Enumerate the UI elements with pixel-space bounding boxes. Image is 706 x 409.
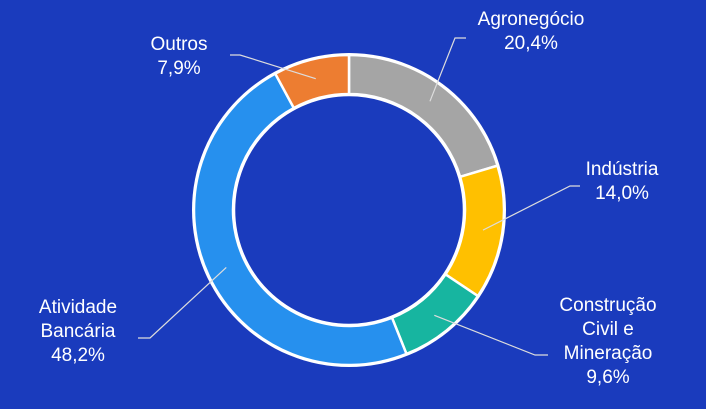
leader-line <box>434 314 548 356</box>
value-label: 14,0% <box>595 183 649 204</box>
category-label: Indústria <box>585 159 659 180</box>
value-label: 9,6% <box>586 367 630 388</box>
category-label: Agronegócio <box>477 9 585 30</box>
value-label: 7,9% <box>157 58 201 79</box>
value-label: 48,2% <box>51 345 105 366</box>
slice-label: Outros 7,9% <box>129 33 229 81</box>
leader-line <box>138 267 227 339</box>
value-label: 20,4% <box>504 33 558 54</box>
category-label: Outros <box>150 34 208 55</box>
slice-label: Indústria 14,0% <box>562 158 682 206</box>
slice-label: Agronegócio 20,4% <box>461 8 601 56</box>
leader-line <box>429 37 466 102</box>
slice-label: Atividade Bancária 48,2% <box>13 296 143 368</box>
category-label: Construção Civil e Mineração <box>559 295 657 364</box>
slice-label: Construção Civil e Mineração 9,6% <box>543 294 673 390</box>
leader-line <box>482 185 580 231</box>
category-label: Atividade Bancária <box>38 297 118 342</box>
donut-hole <box>232 93 466 327</box>
leader-line <box>230 54 316 80</box>
